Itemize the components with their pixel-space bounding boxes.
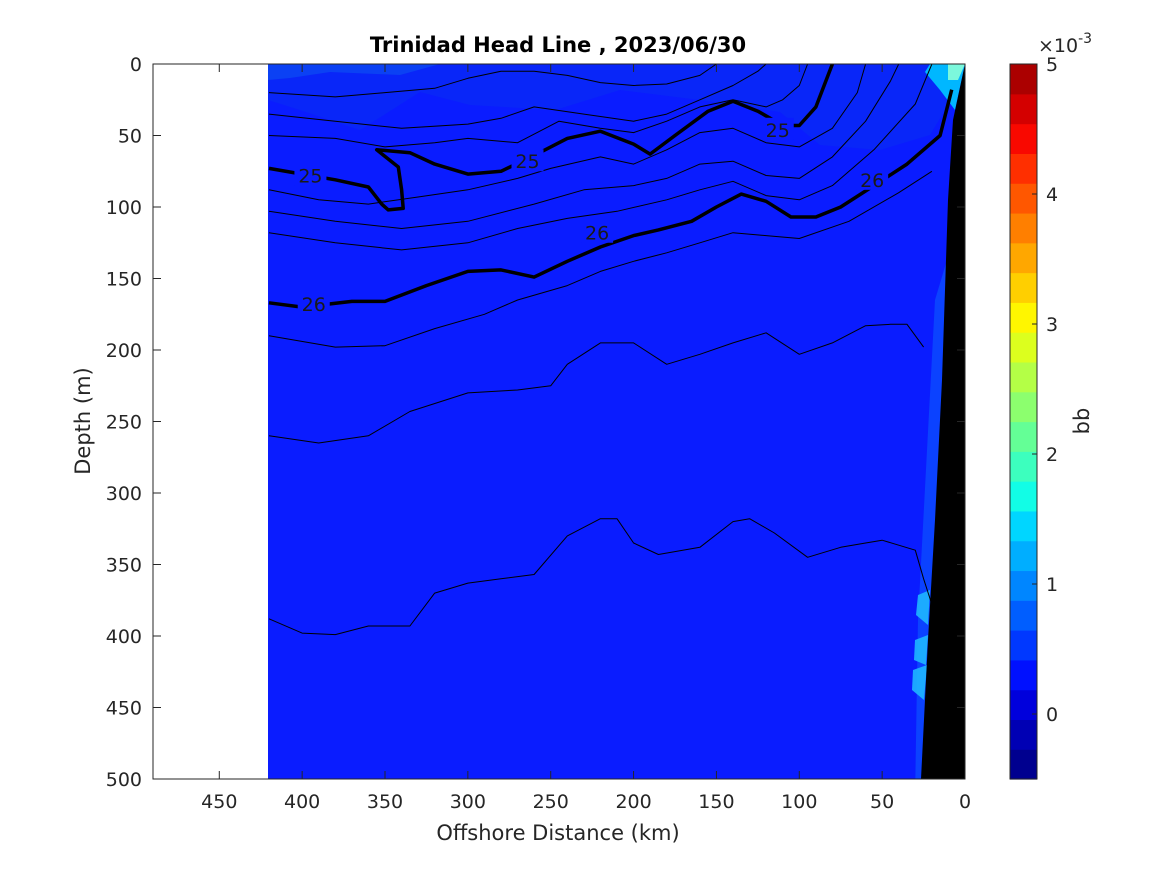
- colorbar-exponent-base: ×10: [1038, 35, 1078, 57]
- bb-fill-patch: [948, 64, 965, 80]
- x-axis-label: Offshore Distance (km): [436, 821, 679, 845]
- colorbar-tick-label: 0: [1046, 704, 1058, 726]
- y-tick-label: 0: [130, 54, 142, 76]
- contour-label-bg: [294, 163, 327, 186]
- colorbar-swatch: [1010, 302, 1037, 333]
- contour-label-bg: [297, 292, 330, 315]
- colorbar-swatch: [1010, 183, 1037, 214]
- isopycnal-contours: [268, 64, 954, 636]
- colorbar-swatch: [1010, 689, 1037, 721]
- colorbar-tick-label: 2: [1046, 444, 1058, 466]
- x-tick-label: 350: [367, 791, 403, 813]
- plot-area: 25 25 25 26 26 26: [152, 63, 966, 780]
- colorbar-frame: [1009, 63, 1038, 780]
- contour-label: 25: [515, 151, 539, 173]
- colorbar-ticks: 0 1 2 3 4 5: [1032, 54, 1058, 726]
- contour-label: 25: [766, 120, 790, 142]
- y-tick-label: 200: [106, 340, 142, 362]
- colorbar-swatch: [1010, 93, 1037, 125]
- colorbar-tick-label: 5: [1046, 54, 1058, 76]
- y-tick-label: 150: [106, 269, 142, 291]
- y-tick-label: 500: [106, 769, 142, 791]
- bb-fill-field: [268, 64, 965, 779]
- colorbar-label: bb: [1070, 408, 1094, 435]
- colorbar-tick-label: 1: [1046, 574, 1058, 596]
- colorbar-swatch: [1010, 719, 1037, 750]
- colorbar-swatch: [1010, 123, 1037, 154]
- colorbar-swatches: [1010, 64, 1037, 780]
- colorbar: 0 1 2 3 4 5 ×10-3 bb: [1009, 31, 1094, 780]
- colorbar-swatch: [1010, 242, 1037, 274]
- chart-title: Trinidad Head Line , 2023/06/30: [370, 33, 746, 57]
- colorbar-swatch: [1010, 451, 1037, 482]
- x-tick-label: 200: [615, 791, 651, 813]
- contour-line: [268, 64, 767, 129]
- x-tick-label: 450: [201, 791, 237, 813]
- x-tick-label: 0: [959, 791, 971, 813]
- x-tick-label: 250: [533, 791, 569, 813]
- contour-label-bg: [581, 220, 614, 243]
- y-tick-label: 350: [106, 555, 142, 577]
- y-tick-label: 50: [118, 126, 142, 148]
- colorbar-tick-label: 3: [1046, 314, 1058, 336]
- colorbar-swatch: [1010, 421, 1037, 452]
- colorbar-swatch: [1010, 391, 1037, 423]
- x-tick-label: 300: [450, 791, 486, 813]
- contour-line: [268, 64, 867, 205]
- contour-label-bg: [511, 149, 544, 172]
- contour-line: [268, 64, 900, 229]
- y-tick-label: 100: [106, 197, 142, 219]
- colorbar-swatch: [1010, 659, 1037, 691]
- colorbar-tick-label: 4: [1046, 184, 1058, 206]
- contour-label: 26: [585, 223, 609, 245]
- colorbar-swatch: [1010, 600, 1037, 631]
- x-tick-label: 400: [284, 791, 320, 813]
- y-tick-label: 250: [106, 412, 142, 434]
- colorbar-swatch: [1010, 361, 1037, 393]
- contour-line: [268, 64, 809, 148]
- colorbar-swatch: [1010, 153, 1037, 184]
- colorbar-swatch: [1010, 630, 1037, 661]
- contour-label-bg: [856, 167, 889, 190]
- contour-line: [268, 518, 933, 636]
- contour-line: [268, 323, 925, 444]
- contour-label: 25: [298, 166, 322, 188]
- contour-line: [268, 170, 933, 348]
- bb-fill-patch: [268, 64, 440, 80]
- bathymetry-mask: [921, 64, 965, 779]
- y-axis-ticks: 0 50 100 150 200 250 300 350 400 450 500: [106, 54, 965, 791]
- bb-fill-patch: [912, 665, 927, 700]
- contour-label: 26: [302, 294, 326, 316]
- colorbar-swatch: [1010, 332, 1037, 363]
- colorbar-swatch: [1010, 272, 1037, 303]
- bb-fill-patch: [914, 635, 928, 665]
- contour-line-bold: [268, 64, 835, 212]
- contour-line: [268, 64, 717, 98]
- y-tick-label: 450: [106, 698, 142, 720]
- contour-label-bg: [761, 117, 794, 140]
- y-axis-label: Depth (m): [71, 367, 95, 474]
- colorbar-swatch: [1010, 481, 1037, 512]
- y-tick-label: 400: [106, 626, 142, 648]
- colorbar-exponent-power: -3: [1078, 31, 1092, 47]
- x-tick-label: 50: [870, 791, 894, 813]
- contour-line: [268, 64, 933, 251]
- contour-line-bold: [268, 89, 954, 309]
- colorbar-swatch: [1010, 510, 1037, 542]
- x-tick-label: 100: [781, 791, 817, 813]
- colorbar-swatch: [1010, 749, 1037, 780]
- colorbar-swatch: [1010, 570, 1037, 601]
- contour-labels: 25 25 25 26 26 26: [294, 117, 889, 316]
- colorbar-swatch: [1010, 540, 1037, 572]
- x-tick-label: 150: [698, 791, 734, 813]
- colorbar-swatch: [1010, 212, 1037, 244]
- x-axis-ticks: 450 400 350 300 250 200 150 100 50 0: [201, 64, 971, 813]
- colorbar-exponent: ×10-3: [1038, 31, 1092, 57]
- y-tick-label: 300: [106, 483, 142, 505]
- bb-fill-patch: [268, 64, 960, 150]
- bb-fill-patch: [916, 590, 930, 625]
- colorbar-swatch: [1010, 64, 1037, 95]
- contour-label: 26: [860, 170, 884, 192]
